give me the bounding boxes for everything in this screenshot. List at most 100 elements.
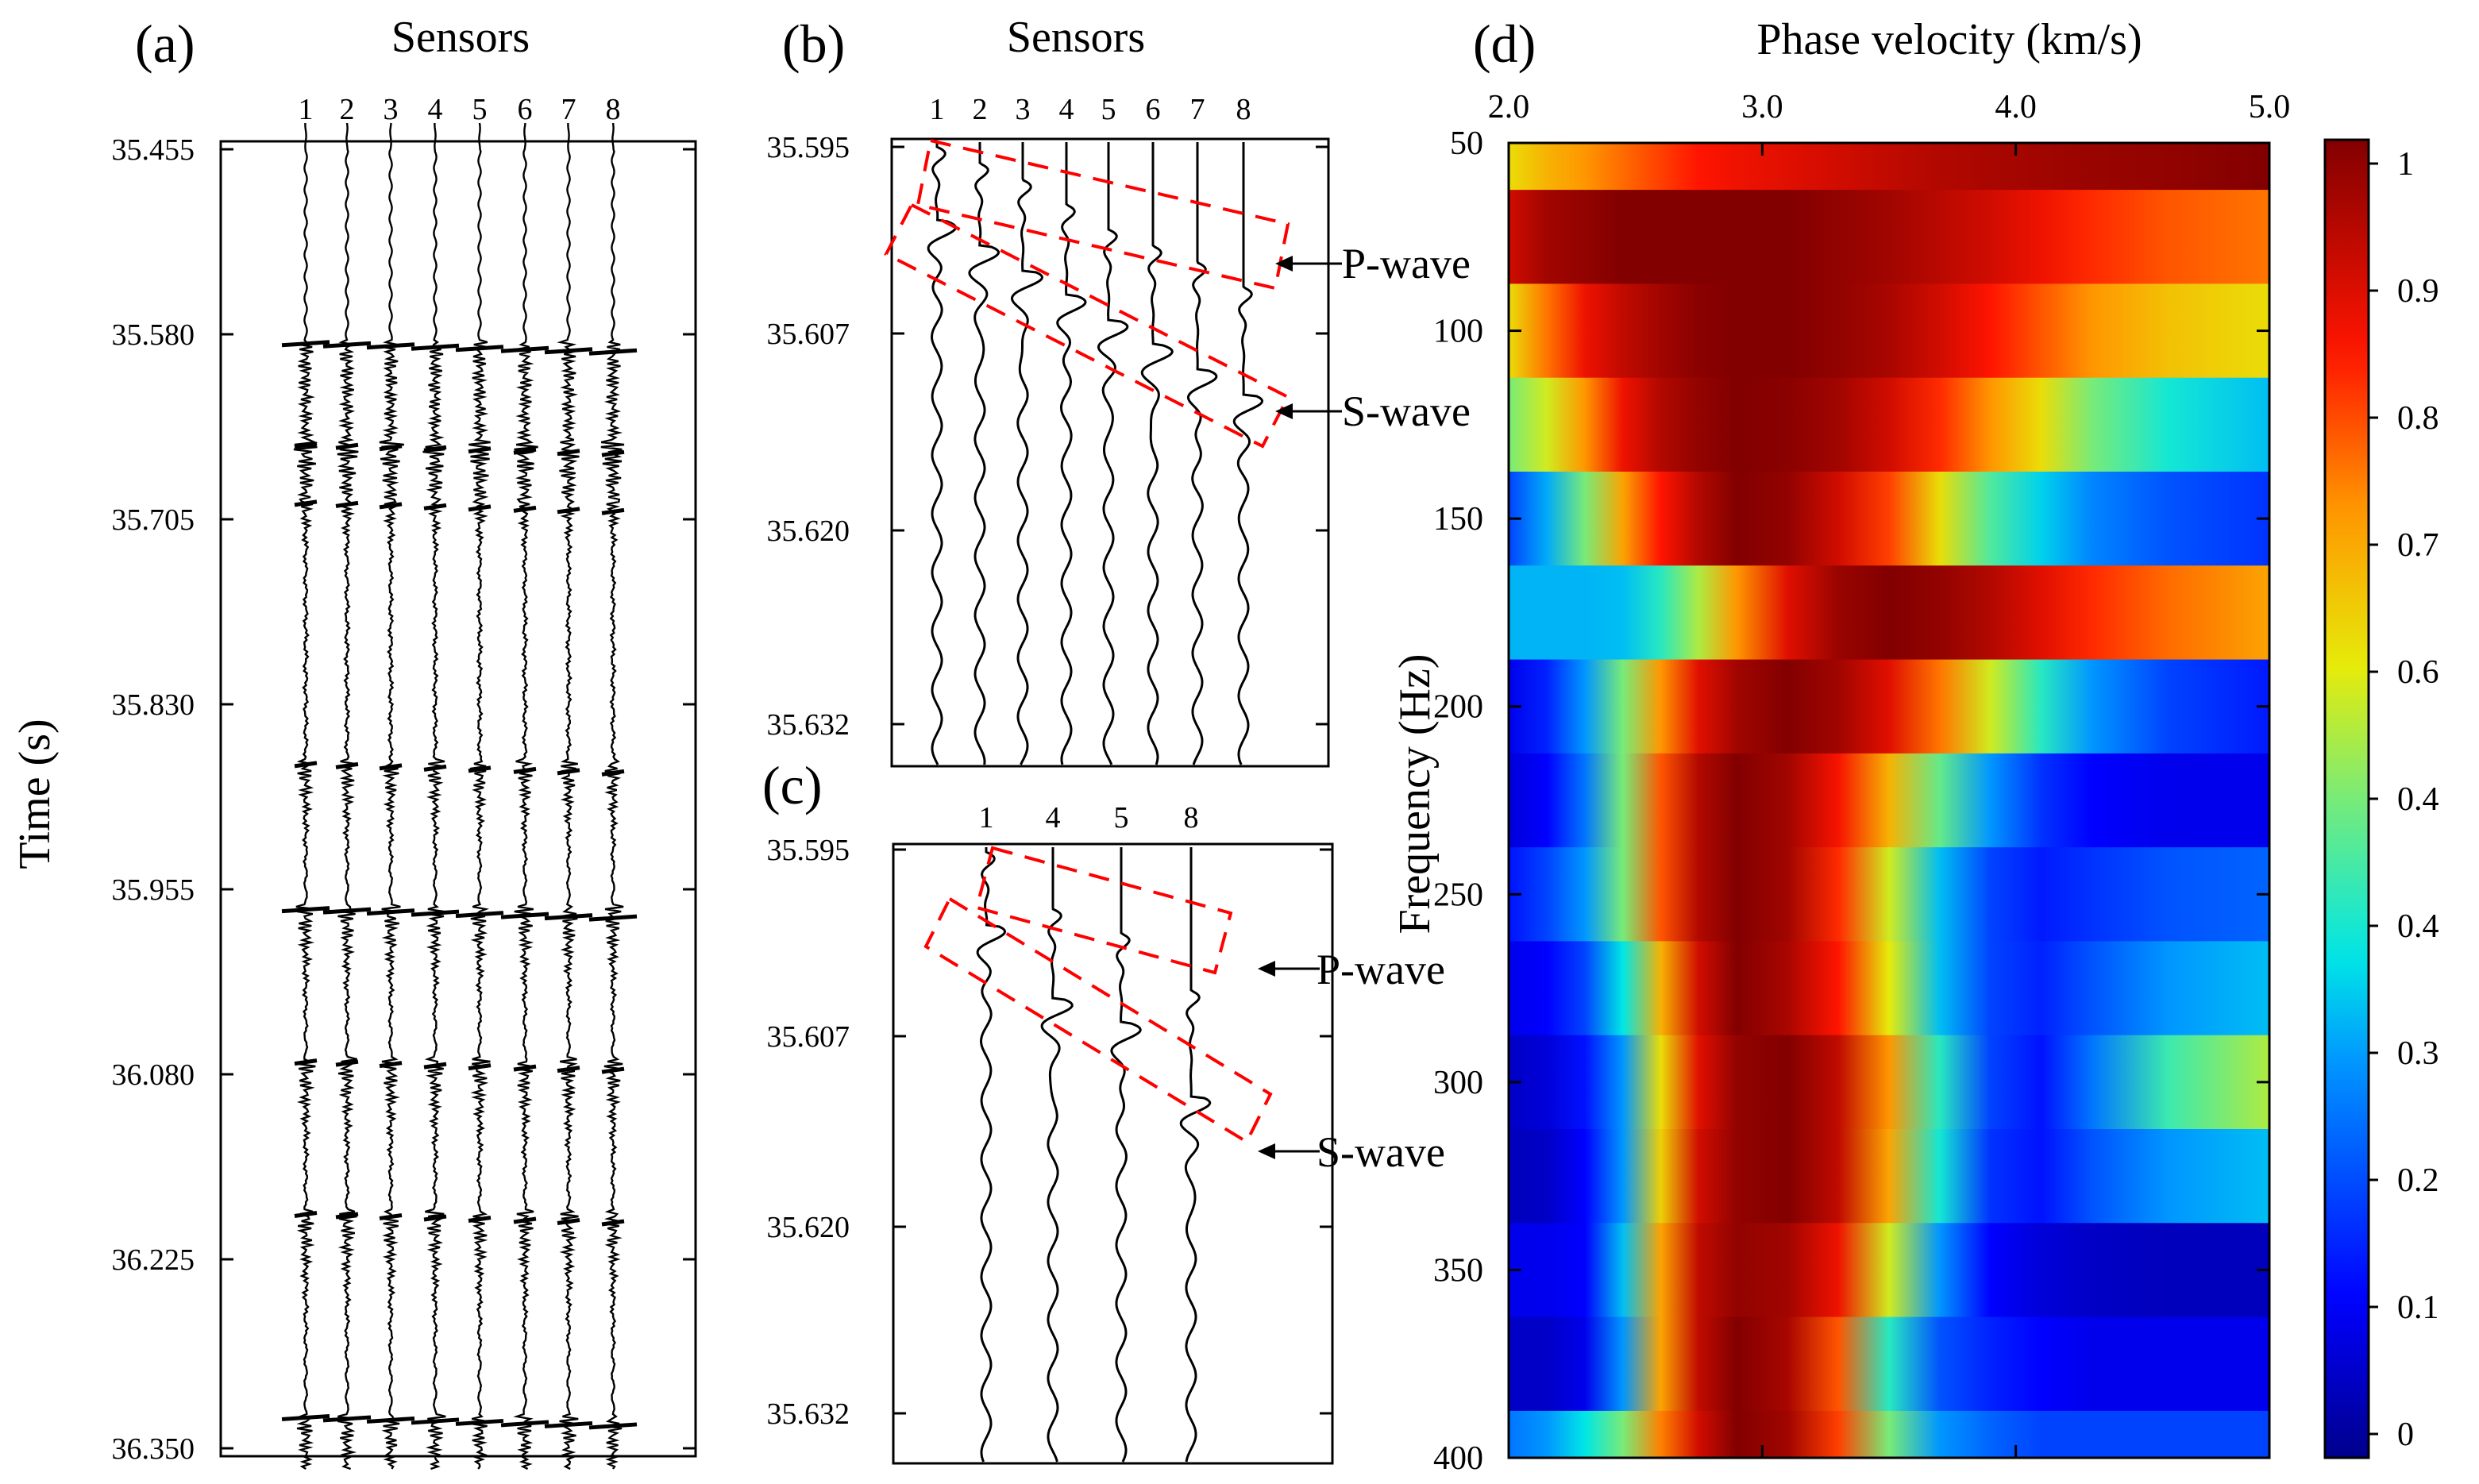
panel-a-header: Sensors (391, 13, 530, 62)
panel-d-y-tick-label: 150 (1433, 501, 1483, 538)
panel-c-y-tick-label: 35.595 (767, 834, 850, 867)
panel-a-sensor-label: 3 (384, 93, 399, 126)
panel-a-arrival-mark (281, 340, 330, 348)
panel-a-trace (557, 123, 580, 1471)
panel-d-x-tick-label: 3.0 (1741, 89, 1783, 125)
panel-a-arrival-mark (423, 445, 447, 453)
panel-a-arrival-mark (557, 507, 580, 515)
panel-a-arrival-mark (468, 446, 492, 454)
panel-a-arrival-mark (379, 763, 403, 771)
panel-a-arrival-mark (379, 1213, 403, 1221)
panel-d-x-axis-title: Phase velocity (km/s) (1756, 15, 2142, 64)
colorbar-tick-label: 0.4 (2397, 908, 2439, 945)
heatmap-band (1509, 190, 2269, 284)
panel-a-y-tick-label: 35.580 (112, 318, 195, 352)
panel-a-sensor-label: 2 (340, 93, 355, 126)
panel-c-s-wave-label: S-wave (1317, 1128, 1445, 1176)
panel-b-sensor-label: 8 (1236, 93, 1251, 126)
panel-a-arrival-mark (544, 1420, 593, 1428)
panel-c-trace (976, 847, 1007, 1463)
panel-d-y-axis-title: Frequency (Hz) (1390, 654, 1440, 935)
heatmap-band (1509, 143, 2269, 191)
panel-c-trace (1110, 847, 1142, 1463)
panel-b-label: (b) (782, 13, 845, 74)
panel-a-arrival-mark (294, 1211, 318, 1219)
heatmap-band (1509, 941, 2269, 1036)
panel-a-y-tick-label: 35.830 (112, 688, 195, 722)
panel-a-arrival-mark (335, 1059, 359, 1067)
panel-a-arrival-mark (294, 499, 318, 507)
heatmap-band (1509, 1129, 2269, 1224)
panel-c-s-wave-arrowhead (1258, 1143, 1275, 1159)
panel-a-arrival-mark (513, 1216, 537, 1224)
panel-a-arrival-mark (513, 1064, 537, 1072)
panel-b-y-tick-label: 35.620 (767, 515, 850, 548)
panel-a-arrival-mark (379, 444, 403, 452)
panel-a-sensor-label: 8 (606, 93, 621, 126)
colorbar-tick-label: 0.7 (2397, 527, 2439, 564)
panel-a-label: (a) (135, 13, 195, 74)
panel-a-arrival-mark (294, 1058, 318, 1066)
panel-b-header: Sensors (1007, 13, 1145, 62)
panel-b-p-wave-label: P-wave (1342, 240, 1471, 287)
panel-a-arrival-mark (281, 906, 330, 914)
panel-c-p-wave-pick-box (974, 846, 1233, 975)
panel-d-y-tick-label: 300 (1433, 1065, 1483, 1101)
panel-a-arrival-mark (468, 504, 492, 512)
panel-b-sensor-label: 1 (930, 93, 945, 126)
panel-a-arrival-mark (411, 1417, 460, 1425)
panel-a-y-tick-label: 35.705 (112, 503, 195, 537)
panel-a-y-tick-label: 36.080 (112, 1058, 195, 1092)
panel-d-x-tick-label: 4.0 (1995, 89, 2037, 125)
panel-a-sensor-label: 6 (518, 93, 533, 126)
panel-c: (c) 1 4 5 8 35.595 35.607 35.620 35.632 P-wave… (762, 755, 1445, 1465)
panel-a-arrival-mark (468, 1216, 492, 1224)
panel-a-trace (513, 122, 538, 1471)
panel-d-y-tick-label: 200 (1433, 689, 1483, 726)
panel-a-arrival-mark (335, 761, 359, 769)
panel-b-trace (1140, 142, 1174, 765)
panel-b-trace (1232, 142, 1264, 765)
colorbar-tick-label: 0.3 (2397, 1035, 2439, 1072)
heatmap-band (1509, 753, 2269, 848)
panel-a-arrival-mark (379, 502, 403, 510)
panel-a-arrival-mark (379, 1061, 403, 1069)
panel-d-y-tick-label: 50 (1450, 125, 1483, 162)
panel-a-arrival-mark (588, 1422, 638, 1430)
panel-a-arrival-mark (335, 500, 359, 508)
panel-b-p-wave-pick-box (916, 138, 1290, 291)
panel-c-sensor-label: 8 (1184, 801, 1199, 835)
panel-a-trace (337, 122, 359, 1471)
panel-a-arrival-mark (601, 1066, 625, 1074)
panel-c-y-tick-label: 35.607 (767, 1020, 850, 1054)
heatmap-band (1509, 283, 2269, 379)
panel-a-arrival-mark (500, 345, 549, 353)
panel-a-trace (468, 122, 491, 1470)
panel-a-arrival-mark (601, 449, 625, 457)
panel-c-sensor-label: 5 (1114, 801, 1129, 835)
heatmap-band (1509, 1223, 2269, 1318)
panel-a-arrival-mark (557, 768, 580, 776)
panel-a-arrival-mark (335, 1212, 359, 1220)
panel-c-s-wave-pick-box (923, 896, 1273, 1144)
panel-b-frame (890, 137, 1330, 768)
panel-a-arrival-mark (294, 441, 318, 449)
panel-a-arrival-mark (366, 1416, 415, 1424)
colorbar-tick-label: 0.9 (2397, 273, 2439, 310)
panel-b-trace (1010, 142, 1044, 765)
heatmap-band (1509, 377, 2269, 472)
panel-b-sensor-label: 6 (1146, 93, 1161, 126)
colorbar-tick-label: 0.4 (2397, 781, 2439, 818)
panel-a-arrival-mark (455, 1418, 504, 1426)
panel-b-trace (927, 142, 958, 765)
panel-a-arrival-mark (513, 766, 537, 774)
panel-a-arrival-mark (281, 1413, 330, 1421)
panel-a-arrival-mark (322, 341, 372, 349)
colorbar-tick-label: 0.2 (2397, 1162, 2439, 1199)
panel-a-arrival-mark (423, 1214, 447, 1222)
colorbar (2323, 138, 2370, 1459)
panel-a-arrival-mark (411, 909, 460, 917)
panel-c-sensor-label: 4 (1046, 801, 1061, 835)
panel-b-p-wave-arrowhead (1275, 256, 1293, 272)
